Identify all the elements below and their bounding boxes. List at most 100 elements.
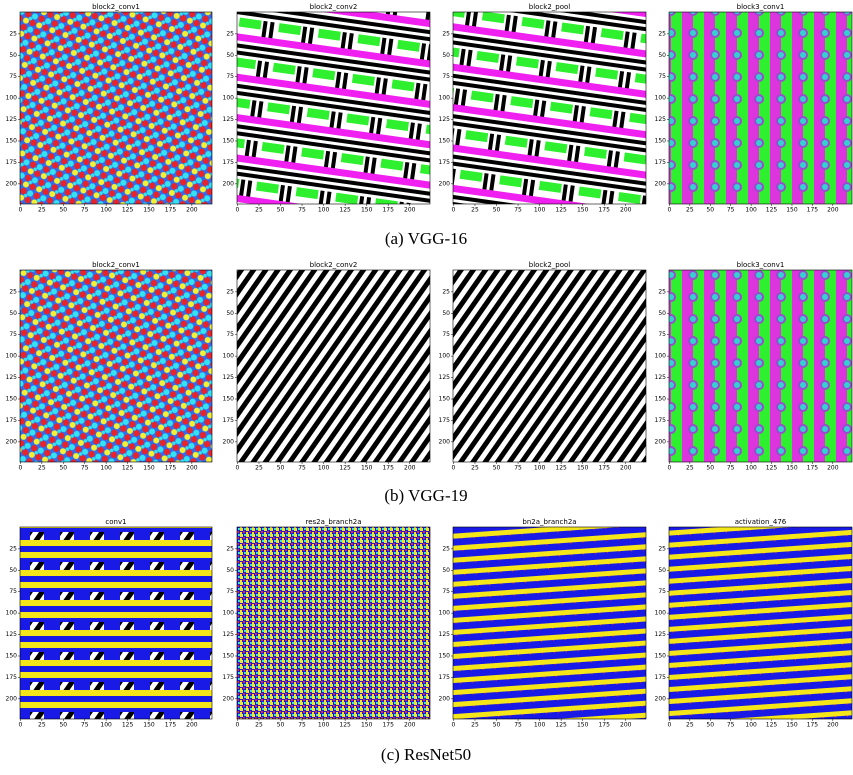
panel-title: block2_pool [529, 261, 571, 269]
x-tick-label: 75 [514, 207, 522, 214]
caption: (b) VGG-19 [384, 486, 467, 505]
x-tick-label: 50 [59, 722, 67, 729]
y-tick-label: 50 [226, 310, 234, 317]
x-tick-label: 0 [236, 722, 240, 729]
y-tick-label: 100 [655, 95, 667, 102]
x-tick-label: 25 [255, 465, 263, 472]
y-tick-label: 75 [658, 73, 666, 80]
x-tick-label: 200 [827, 722, 839, 729]
y-tick-label: 50 [9, 52, 17, 59]
y-tick-label: 25 [226, 30, 234, 37]
y-tick-label: 175 [6, 417, 18, 424]
y-tick-label: 125 [6, 374, 18, 381]
y-tick-label: 200 [6, 695, 18, 702]
y-tick-label: 150 [655, 653, 667, 660]
x-tick-label: 200 [827, 207, 839, 214]
x-tick-label: 175 [382, 207, 394, 214]
y-tick-label: 150 [6, 396, 18, 403]
x-tick-label: 200 [404, 207, 416, 214]
x-tick-label: 200 [827, 465, 839, 472]
y-tick-label: 200 [6, 438, 18, 445]
y-tick-label: 125 [655, 116, 667, 123]
y-tick-label: 175 [223, 674, 235, 681]
y-tick-label: 100 [655, 610, 667, 617]
x-tick-label: 50 [706, 722, 714, 729]
y-tick-label: 25 [9, 545, 17, 552]
y-tick-label: 100 [6, 610, 18, 617]
y-tick-label: 200 [439, 695, 451, 702]
y-tick-label: 175 [6, 159, 18, 166]
figure: block2_conv10255075100125150175200255075… [0, 0, 853, 771]
caption: (c) ResNet50 [381, 745, 471, 764]
x-tick-label: 200 [186, 207, 198, 214]
x-tick-label: 100 [100, 465, 112, 472]
y-tick-label: 25 [658, 545, 666, 552]
x-tick-label: 125 [122, 722, 134, 729]
x-tick-label: 200 [404, 722, 416, 729]
y-tick-label: 175 [439, 159, 451, 166]
y-tick-label: 125 [439, 116, 451, 123]
y-tick-label: 75 [226, 331, 234, 338]
y-tick-label: 125 [223, 374, 235, 381]
x-tick-label: 125 [122, 465, 134, 472]
y-tick-label: 100 [6, 353, 18, 360]
y-tick-label: 200 [223, 695, 235, 702]
panel-title: block3_conv1 [737, 261, 785, 269]
x-tick-label: 75 [727, 465, 735, 472]
y-tick-label: 200 [655, 695, 667, 702]
x-tick-label: 100 [534, 722, 546, 729]
x-tick-label: 175 [807, 207, 819, 214]
x-tick-label: 50 [277, 207, 285, 214]
x-tick-label: 200 [186, 465, 198, 472]
y-tick-label: 100 [439, 95, 451, 102]
y-tick-label: 200 [6, 180, 18, 187]
x-tick-label: 50 [59, 465, 67, 472]
x-tick-label: 150 [143, 722, 155, 729]
y-tick-label: 100 [439, 610, 451, 617]
y-tick-label: 175 [655, 674, 667, 681]
y-tick-label: 75 [226, 73, 234, 80]
feature-map [237, 527, 430, 719]
y-tick-label: 150 [655, 138, 667, 145]
x-tick-label: 150 [786, 207, 798, 214]
x-tick-label: 125 [555, 207, 567, 214]
x-tick-label: 0 [19, 722, 23, 729]
y-tick-label: 200 [223, 438, 235, 445]
y-tick-label: 50 [9, 567, 17, 574]
x-tick-label: 150 [361, 465, 373, 472]
x-tick-label: 75 [727, 207, 735, 214]
feature-map [20, 12, 212, 204]
x-tick-label: 175 [382, 722, 394, 729]
y-tick-label: 75 [226, 588, 234, 595]
panel-title: activation_476 [735, 518, 787, 526]
y-tick-label: 75 [658, 331, 666, 338]
x-tick-label: 175 [382, 465, 394, 472]
x-tick-label: 175 [598, 722, 610, 729]
x-tick-label: 100 [745, 465, 757, 472]
y-tick-label: 200 [439, 438, 451, 445]
y-tick-label: 125 [6, 631, 18, 638]
x-tick-label: 75 [81, 207, 89, 214]
y-tick-label: 50 [226, 567, 234, 574]
y-tick-label: 25 [226, 545, 234, 552]
x-tick-label: 175 [807, 465, 819, 472]
x-tick-label: 175 [165, 465, 177, 472]
y-tick-label: 75 [442, 588, 450, 595]
x-tick-label: 100 [745, 722, 757, 729]
y-tick-label: 175 [223, 417, 235, 424]
x-tick-label: 75 [298, 207, 306, 214]
x-tick-label: 25 [471, 207, 479, 214]
x-tick-label: 100 [318, 207, 330, 214]
x-tick-label: 75 [81, 722, 89, 729]
y-tick-label: 50 [442, 310, 450, 317]
y-tick-label: 50 [226, 52, 234, 59]
y-tick-label: 150 [439, 138, 451, 145]
x-tick-label: 200 [620, 722, 632, 729]
x-tick-label: 25 [471, 465, 479, 472]
y-tick-label: 100 [223, 353, 235, 360]
panel-title: block2_conv2 [310, 261, 358, 269]
feature-map [669, 12, 852, 204]
x-tick-label: 75 [298, 465, 306, 472]
y-tick-label: 150 [439, 653, 451, 660]
x-tick-label: 25 [38, 465, 46, 472]
